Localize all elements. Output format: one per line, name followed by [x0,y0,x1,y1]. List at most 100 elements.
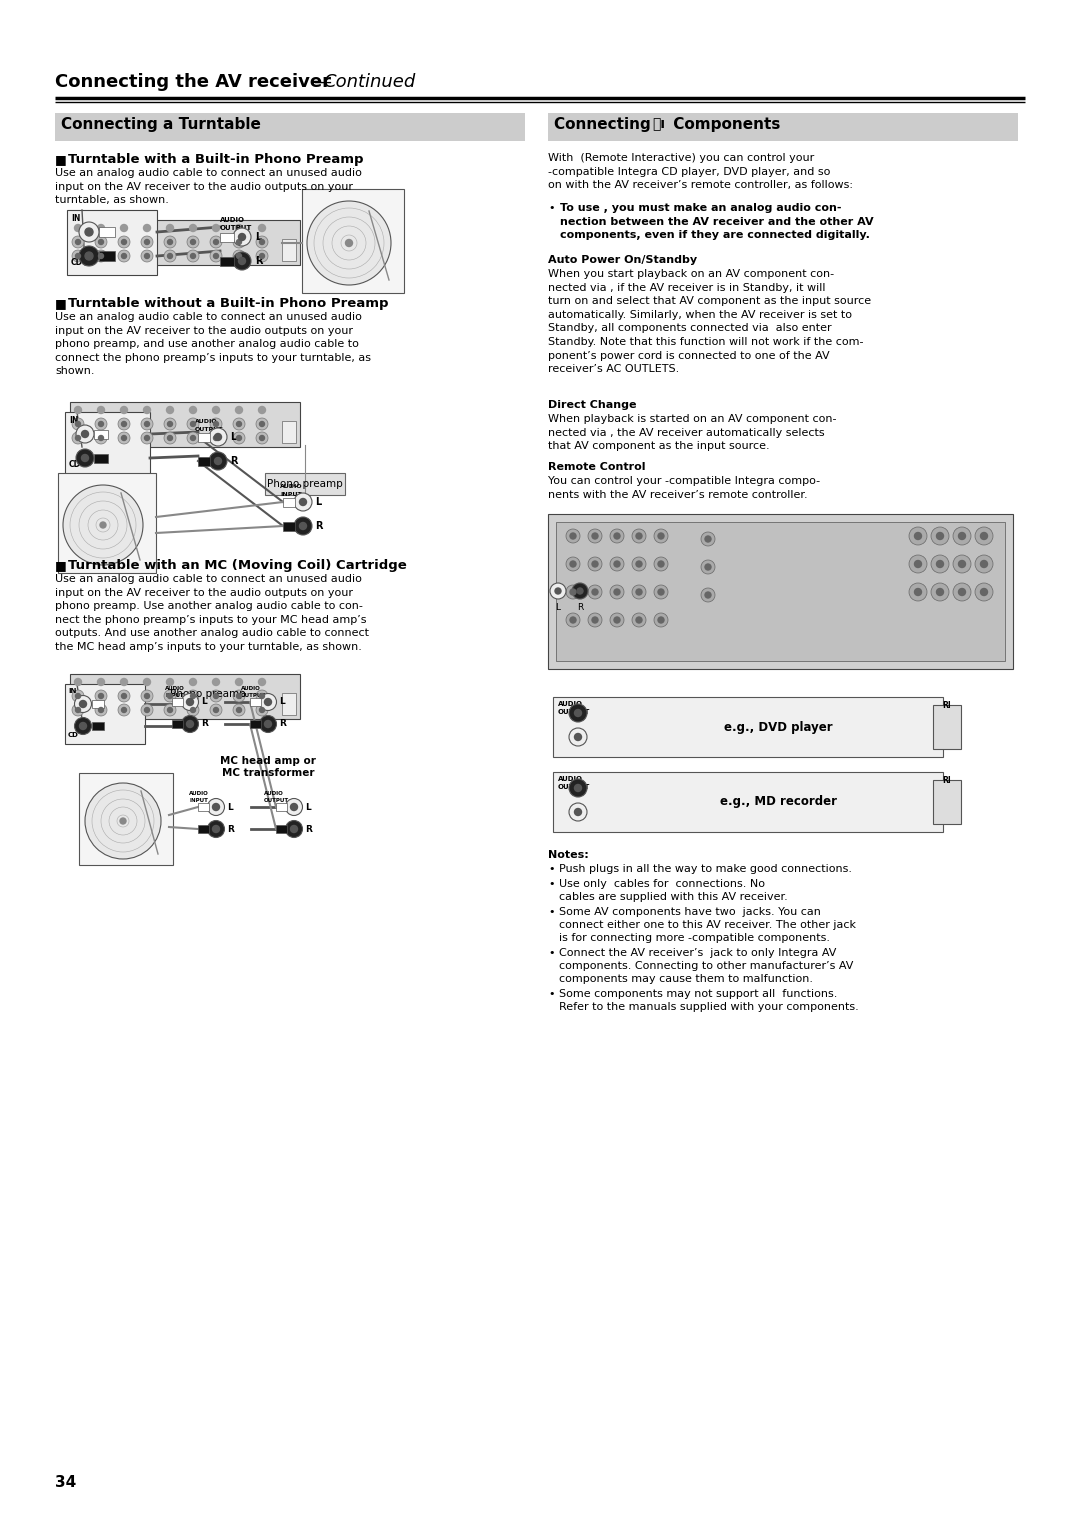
Text: R: R [230,455,238,466]
FancyBboxPatch shape [198,432,210,442]
FancyBboxPatch shape [94,454,108,463]
Circle shape [166,406,174,414]
Circle shape [701,559,715,575]
Circle shape [953,555,971,573]
Circle shape [259,435,265,440]
Text: ■: ■ [55,559,67,571]
Circle shape [701,588,715,602]
Circle shape [167,422,173,426]
Text: AUDIO: AUDIO [280,484,302,489]
Circle shape [118,235,130,248]
Circle shape [936,561,944,567]
Circle shape [145,240,149,244]
Text: Use only  cables for  connections. No 
cables are supplied with this AV receiver: Use only cables for connections. No cabl… [559,879,787,902]
Circle shape [76,707,81,712]
Circle shape [555,588,561,594]
Circle shape [636,588,642,594]
Circle shape [181,694,199,711]
Circle shape [299,498,307,506]
Circle shape [572,584,588,599]
Text: MC head amp or
MC transformer: MC head amp or MC transformer [220,756,316,778]
FancyBboxPatch shape [276,825,287,833]
Circle shape [658,588,664,594]
Circle shape [256,419,268,429]
Circle shape [256,432,268,445]
Circle shape [915,561,921,567]
Circle shape [233,704,245,717]
Circle shape [164,432,176,445]
Text: ■: ■ [55,296,67,310]
FancyBboxPatch shape [556,523,1005,662]
FancyBboxPatch shape [283,521,295,530]
Circle shape [575,784,581,792]
Circle shape [207,799,225,816]
Text: IN: IN [71,214,80,223]
Text: •: • [548,989,554,999]
Circle shape [98,707,104,712]
Text: OUTPUT: OUTPUT [558,784,591,790]
Circle shape [259,240,265,244]
Circle shape [76,422,81,426]
Circle shape [569,727,588,746]
Text: IN: IN [68,688,77,694]
Circle shape [632,529,646,542]
FancyBboxPatch shape [70,402,300,448]
Circle shape [85,228,93,235]
Circle shape [705,536,711,542]
Circle shape [658,533,664,539]
Circle shape [164,704,176,717]
Circle shape [75,695,92,712]
Circle shape [959,532,966,539]
Circle shape [566,613,580,626]
Text: AUDIO: AUDIO [165,686,185,691]
Circle shape [936,532,944,539]
Circle shape [72,251,84,261]
Circle shape [187,235,199,248]
Circle shape [190,694,195,698]
Circle shape [570,588,576,594]
Circle shape [98,240,104,244]
Text: •: • [548,908,554,917]
FancyBboxPatch shape [282,694,296,715]
Circle shape [654,613,669,626]
Circle shape [80,700,86,707]
Circle shape [233,228,251,246]
Circle shape [233,252,251,270]
Circle shape [632,613,646,626]
Text: L: L [255,232,261,241]
Circle shape [959,588,966,596]
Circle shape [259,715,276,732]
Circle shape [145,707,149,712]
Circle shape [72,432,84,445]
FancyBboxPatch shape [198,825,210,833]
Text: e.g., DVD player: e.g., DVD player [724,721,833,733]
Circle shape [237,707,242,712]
Circle shape [588,558,602,571]
Circle shape [214,435,218,440]
Circle shape [81,454,89,461]
Circle shape [100,523,106,529]
FancyBboxPatch shape [933,704,961,749]
Circle shape [610,558,624,571]
Circle shape [256,704,268,717]
Circle shape [975,584,993,601]
Text: R: R [279,720,286,729]
Text: Auto Power On/Standby: Auto Power On/Standby [548,255,697,264]
Circle shape [566,529,580,542]
Circle shape [118,704,130,717]
Text: Components: Components [669,118,781,131]
Circle shape [190,254,195,258]
FancyBboxPatch shape [172,698,183,706]
Circle shape [189,406,197,414]
Text: INPUT: INPUT [280,492,301,497]
Circle shape [915,588,921,596]
Circle shape [145,435,149,440]
Circle shape [615,588,620,594]
Circle shape [701,532,715,545]
Circle shape [79,246,99,266]
Circle shape [915,532,921,539]
Circle shape [75,225,81,232]
Circle shape [214,422,218,426]
Text: AUDIO: AUDIO [558,776,583,782]
Text: OUTPUT: OUTPUT [220,225,253,231]
